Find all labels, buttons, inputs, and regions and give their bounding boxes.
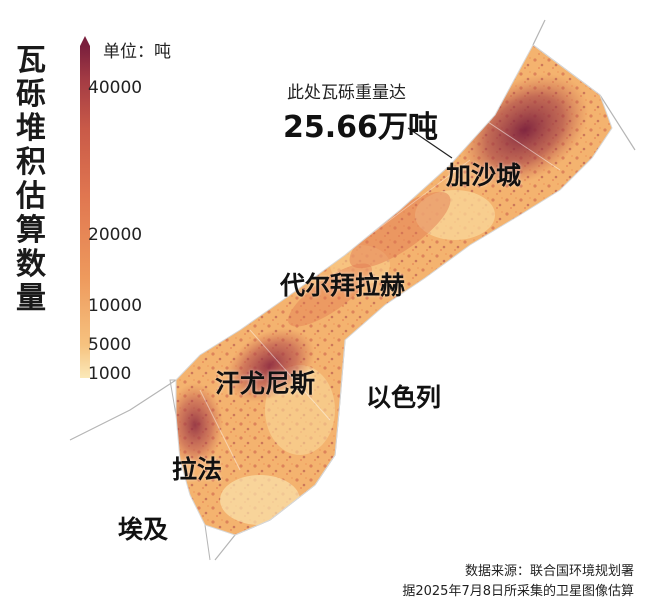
callout-value: 25.66万吨 (283, 110, 438, 145)
place-label-gaza-city: 加沙城 (446, 161, 522, 190)
callout-leader (407, 127, 453, 159)
source-line-1: 数据来源：联合国环境规划署 (464, 564, 634, 579)
legend-title: 瓦 砾 堆 积 估 算 数 量 (16, 43, 46, 316)
legend-unit: 单位：吨 (103, 42, 171, 62)
legend-tick-1000: 1000 (88, 364, 132, 384)
place-label-khan-younis: 汗尤尼斯 (215, 369, 316, 398)
legend-tick-10000: 10000 (88, 296, 143, 316)
legend-tick-20000: 20000 (88, 225, 143, 245)
callout-label: 此处瓦砾重量达 (287, 83, 406, 103)
place-label-rafah: 拉法 (172, 455, 223, 484)
legend-tick-40000: 40000 (88, 78, 143, 98)
place-label-egypt: 埃及 (118, 515, 169, 544)
place-label-israel: 以色列 (366, 383, 442, 412)
place-label-deir-al-balah: 代尔拜拉赫 (280, 271, 406, 300)
legend-tick-5000: 5000 (88, 335, 132, 355)
legend-colorbar (80, 36, 90, 378)
source-line-2: 据2025年7月8日所采集的卫星图像估算 (402, 584, 634, 599)
